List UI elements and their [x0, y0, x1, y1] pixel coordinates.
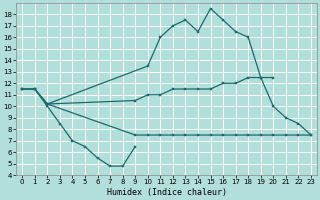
X-axis label: Humidex (Indice chaleur): Humidex (Indice chaleur) [107, 188, 227, 197]
